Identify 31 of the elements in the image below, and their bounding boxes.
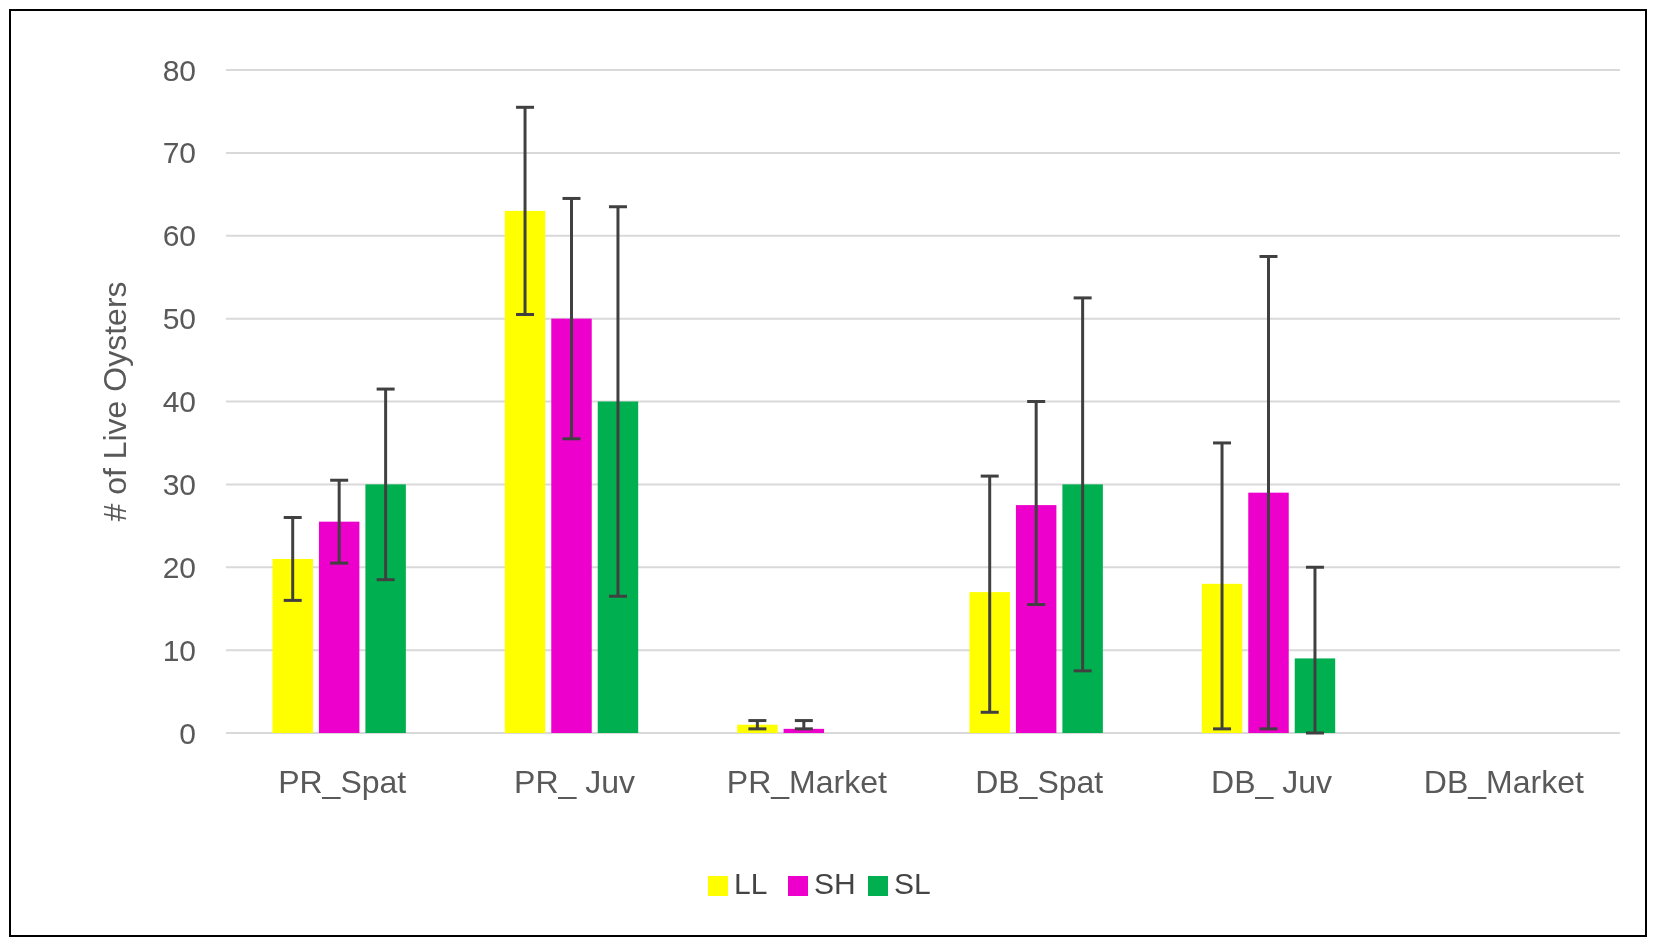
- bar: [318, 521, 360, 733]
- y-tick-label: 10: [162, 633, 196, 667]
- y-tick-label: 70: [162, 136, 196, 170]
- bar: [597, 401, 639, 733]
- bar: [969, 592, 1010, 733]
- y-tick-label: 20: [162, 550, 196, 584]
- y-tick-label: 60: [162, 219, 196, 253]
- bar: [365, 484, 406, 733]
- legend-label: LL: [734, 867, 768, 900]
- x-tick-label: PR_Spat: [278, 764, 407, 800]
- y-axis-title: # of Live Oysters: [97, 281, 133, 522]
- legend-label: SL: [894, 867, 931, 900]
- bar: [1248, 492, 1289, 733]
- x-tick-label: PR_ Juv: [514, 764, 635, 800]
- x-tick-label: DB_ Juv: [1211, 764, 1332, 800]
- y-tick-label: 30: [162, 467, 196, 501]
- y-tick-label: 50: [162, 302, 196, 336]
- bar: [1294, 658, 1336, 733]
- bar: [504, 210, 546, 733]
- legend-label: SH: [814, 867, 856, 900]
- x-tick-label: DB_Spat: [975, 764, 1104, 800]
- x-tick-label: PR_Market: [726, 764, 887, 800]
- x-tick-label: DB_Market: [1423, 764, 1584, 800]
- bar: [272, 558, 313, 733]
- bar: [1015, 505, 1057, 733]
- bar: [551, 318, 592, 733]
- bar: [1062, 484, 1103, 733]
- y-tick-label: 0: [179, 716, 196, 750]
- y-tick-label: 80: [162, 53, 196, 87]
- bar: [1201, 583, 1243, 733]
- y-tick-label: 40: [162, 385, 196, 418]
